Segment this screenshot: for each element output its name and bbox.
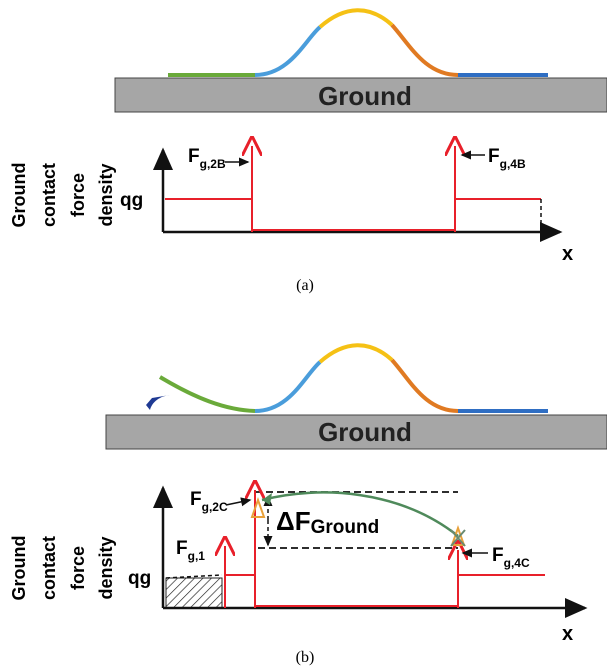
- force-label: Fg,2C: [190, 489, 228, 514]
- transfer-arrowhead: [262, 493, 272, 505]
- y-label-line: density: [96, 536, 116, 599]
- x-label: x: [562, 243, 573, 265]
- qg-label: qg: [120, 190, 143, 211]
- y-label-line: density: [96, 163, 116, 226]
- ground-label: Ground: [318, 81, 412, 111]
- ground-label: Ground: [318, 417, 412, 447]
- qg-label: qg: [128, 568, 151, 589]
- panel-a: Ground Ground contact force density qg x…: [9, 10, 607, 294]
- y-label-line: Ground: [9, 536, 29, 601]
- force-label: Fg,4C: [492, 545, 530, 570]
- hatched-area: [166, 578, 222, 608]
- caption: (a): [296, 277, 314, 294]
- force-label: Fg,2B: [188, 146, 226, 171]
- y-axis-label: Ground contact force density: [9, 536, 116, 601]
- y-axis-label: Ground contact force density: [9, 163, 116, 228]
- figure: Ground Ground contact force density qg x…: [0, 0, 607, 666]
- beam: [160, 345, 548, 411]
- y-label-line: force: [68, 546, 88, 590]
- delta-label: ΔFGround: [276, 506, 379, 538]
- y-label-line: force: [68, 173, 88, 217]
- x-label: x: [562, 623, 573, 645]
- y-label-line: Ground: [9, 163, 29, 228]
- pointer: [226, 500, 250, 505]
- caption: (b): [296, 649, 315, 666]
- beam: [168, 10, 548, 75]
- panel-b: Ground Ground contact force density qg x…: [9, 345, 607, 666]
- rotation-arrow: [146, 395, 170, 410]
- force-label: Fg,4B: [488, 146, 526, 171]
- force-label: Fg,1: [176, 538, 205, 563]
- y-label-line: contact: [39, 163, 59, 227]
- y-label-line: contact: [39, 536, 59, 600]
